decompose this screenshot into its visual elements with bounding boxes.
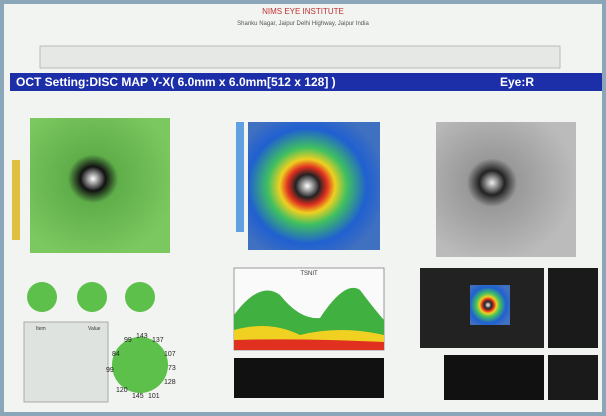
clock-label: 128 <box>164 379 176 386</box>
clock-label: 84 <box>112 351 120 358</box>
clock-label: 120 <box>116 387 128 394</box>
vertical-scan <box>548 268 598 348</box>
page: NIMS EYE INSTITUTE Shanku Nagar, Jaipur … <box>0 0 606 416</box>
clock-label: 145 <box>132 393 144 400</box>
clock-label: 107 <box>164 351 176 358</box>
clock-label: 137 <box>152 337 164 344</box>
b-scan-3 <box>548 355 598 400</box>
fundus-image <box>30 118 170 253</box>
header-title: NIMS EYE INSTITUTE <box>262 7 344 16</box>
clock-label: 99 <box>106 367 114 374</box>
clock-chart <box>112 337 168 393</box>
table-header: Value <box>88 326 101 332</box>
clock-label: 99 <box>124 337 132 344</box>
b-scan <box>234 358 384 398</box>
info-table <box>40 46 560 68</box>
clock-label: 101 <box>148 393 160 400</box>
overlay-heat <box>470 285 510 325</box>
b-scan-2 <box>444 355 544 400</box>
color-scale <box>12 160 20 240</box>
header-address: Shanku Nagar, Jaipur Delhi Highway, Jaip… <box>237 21 369 27</box>
color-scale <box>236 122 244 232</box>
graph-title: TSNIT <box>300 271 318 277</box>
circle-plots <box>27 282 155 312</box>
banner-title: OCT Setting:DISC MAP Y-X( 6.0mm x 6.0mm[… <box>16 75 336 89</box>
clock-label: 143 <box>136 333 148 340</box>
report: NIMS EYE INSTITUTE Shanku Nagar, Jaipur … <box>0 0 606 416</box>
table <box>24 322 108 402</box>
clock-label: 73 <box>168 365 176 372</box>
thickness-map <box>248 122 380 250</box>
eye-label: Eye:R <box>500 75 534 89</box>
fundus-gray <box>436 122 576 257</box>
table-header: Item <box>36 326 46 332</box>
